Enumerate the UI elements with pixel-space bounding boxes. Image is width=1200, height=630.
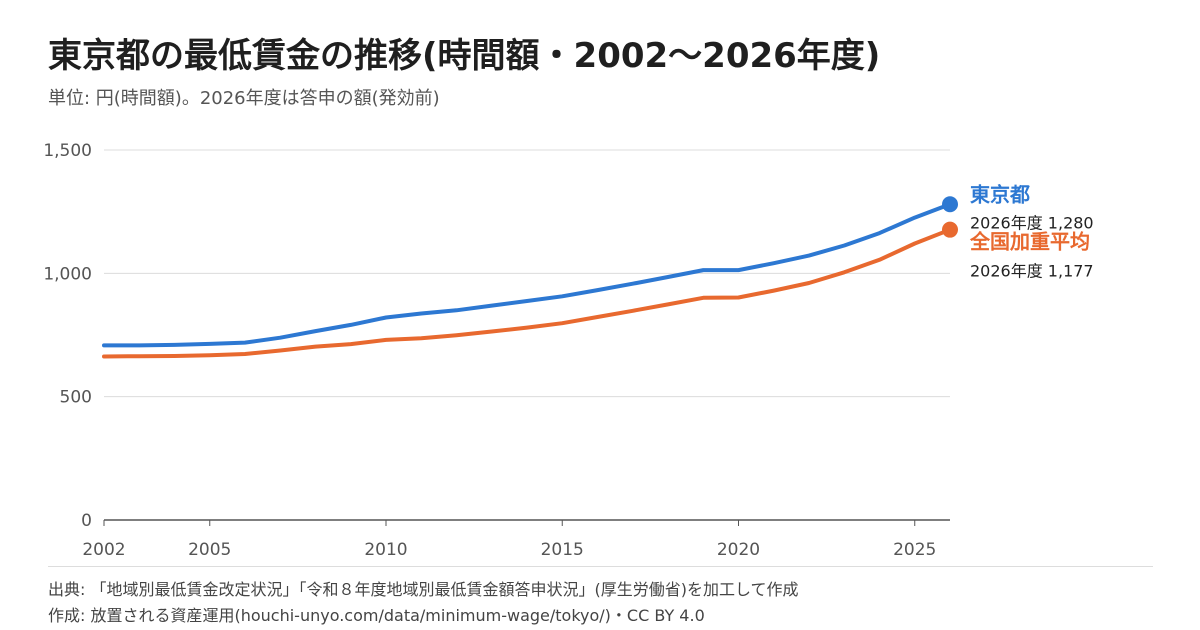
x-tick-label: 2025 [893,540,936,560]
footer-credit: 作成: 放置される資産運用(houchi-unyo.com/data/minim… [48,606,705,625]
x-axis-ticks: 2002 2005 2010 2015 2020 2025 [82,520,936,560]
series-end-value-0: 2026年度 1,280 [970,213,1094,232]
series-end-point-0 [942,196,958,213]
chart-subtitle: 単位: 円(時間額)。2026年度は答申の額(発効前) [48,88,440,109]
series-group [102,196,958,359]
x-tick-label: 2020 [717,540,760,560]
footer-source: 出典: 「地域別最低賃金改定状況」「令和８年度地域別最低賃金額答申状況」(厚生労… [48,580,799,599]
series-name-0: 東京都 [970,182,1030,206]
x-tick-label: 2002 [82,540,125,560]
x-tick-label: 2005 [188,540,231,560]
y-tick-label: 0 [81,511,92,531]
series-name-1: 全国加重平均 [969,229,1090,253]
y-axis-ticks: 0 500 1,000 1,500 [43,141,92,531]
y-tick-label: 500 [60,388,92,408]
y-tick-label: 1,500 [43,141,92,161]
chart-title: 東京都の最低賃金の推移(時間額・2002〜2026年度) [48,36,881,76]
footer-divider [48,566,1153,567]
grid-lines [104,149,950,521]
y-tick-label: 1,000 [43,264,92,284]
x-tick-label: 2015 [541,540,584,560]
series-line-0 [102,202,952,348]
series-line-1 [102,227,952,359]
series-end-point-1 [942,221,958,238]
x-tick-label: 2010 [364,540,407,560]
series-end-value-1: 2026年度 1,177 [970,261,1094,280]
